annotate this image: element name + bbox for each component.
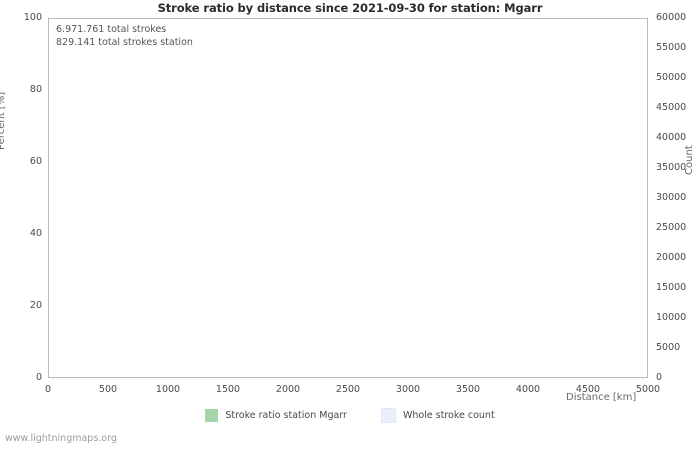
legend-label-1: Whole stroke count — [402, 410, 495, 421]
y-right-tick-15000: 15000 — [656, 282, 687, 293]
y-right-tick-45000: 45000 — [656, 102, 687, 113]
plot-area: 6.971.761 total strokes 829.141 total st… — [48, 18, 648, 378]
x-axis-label: Distance [km] — [566, 392, 637, 403]
x-tick-0: 0 — [44, 384, 52, 395]
y-left-tick-0: 0 — [35, 372, 42, 383]
legend-swatch-1 — [380, 408, 396, 423]
y-right-tick-25000: 25000 — [656, 222, 687, 233]
y-right-tick-35000: 35000 — [656, 162, 687, 173]
y-right-tick-0: 0 — [656, 372, 663, 383]
y-left-tick-100: 100 — [23, 12, 42, 23]
page-title: Stroke ratio by distance since 2021-09-3… — [157, 1, 543, 15]
x-tick-3500: 3500 — [455, 384, 481, 395]
y-axis-left-label: Percent [%] — [0, 91, 7, 150]
legend-swatch-0 — [205, 409, 219, 422]
x-tick-1000: 1000 — [155, 384, 181, 395]
y-right-tick-55000: 55000 — [656, 42, 687, 53]
y-left-tick-20: 20 — [29, 300, 42, 311]
y-left-tick-80: 80 — [29, 84, 42, 95]
y-right-tick-40000: 40000 — [656, 132, 687, 143]
y-right-tick-5000: 5000 — [656, 342, 681, 353]
y-right-tick-50000: 50000 — [656, 72, 687, 83]
plot-frame — [48, 18, 648, 378]
legend-item-0[interactable]: Stroke ratio station Mgarr — [205, 409, 347, 422]
y-left-tick-40: 40 — [29, 228, 42, 239]
x-tick-2500: 2500 — [335, 384, 361, 395]
x-tick-4000: 4000 — [515, 384, 541, 395]
legend-label-0: Stroke ratio station Mgarr — [225, 410, 347, 421]
x-tick-3000: 3000 — [395, 384, 421, 395]
y-right-tick-60000: 60000 — [656, 12, 687, 23]
x-tick-2000: 2000 — [275, 384, 301, 395]
annotation-total-strokes: 6.971.761 total strokes — [56, 24, 167, 35]
footer-watermark: www.lightningmaps.org — [5, 433, 117, 444]
y-right-tick-10000: 10000 — [656, 312, 687, 323]
y-right-tick-30000: 30000 — [656, 192, 687, 203]
x-tick-5000: 5000 — [635, 384, 661, 395]
y-left-tick-60: 60 — [29, 156, 42, 167]
legend-item-1[interactable]: Whole stroke count — [380, 408, 495, 423]
y-right-tick-20000: 20000 — [656, 252, 687, 263]
chart-legend: Stroke ratio station Mgarr Whole stroke c… — [0, 408, 700, 423]
x-tick-4500: 4500 — [575, 384, 601, 395]
x-tick-1500: 1500 — [215, 384, 241, 395]
x-tick-500: 500 — [98, 384, 118, 395]
annotation-station-strokes: 829.141 total strokes station — [56, 37, 193, 48]
